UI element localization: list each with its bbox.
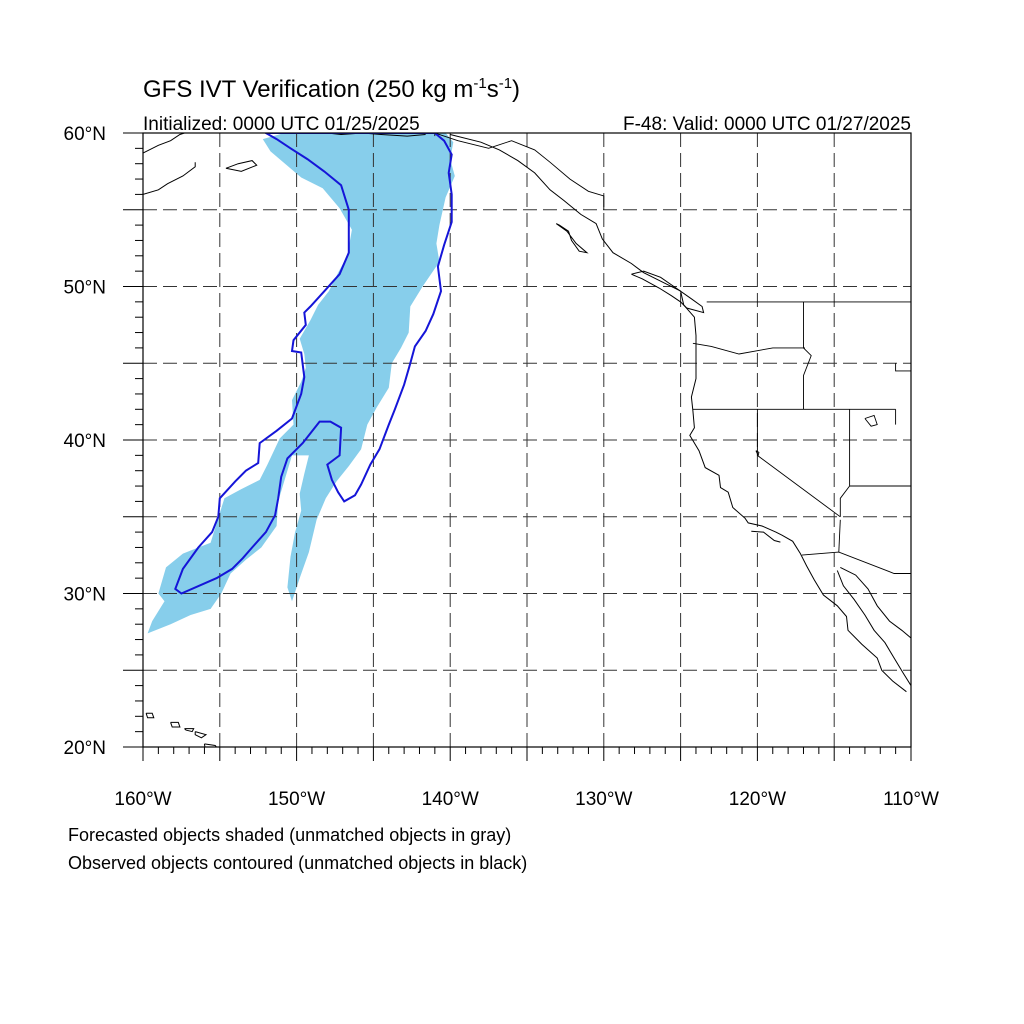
coastline [836, 570, 911, 686]
forecast-object-shaded [147, 133, 455, 634]
coastline [143, 162, 196, 195]
political-border [756, 409, 841, 518]
coastline [143, 133, 185, 154]
observed-object-contour [174, 133, 453, 595]
political-border [803, 301, 812, 410]
political-border [895, 363, 911, 372]
lon-label: 150°W [268, 789, 325, 810]
coastline [450, 134, 907, 693]
title-close: ) [512, 76, 520, 103]
lat-label: 60°N [64, 124, 106, 145]
lake-outline [755, 450, 760, 457]
island-outline [751, 530, 781, 543]
lon-axis-labels: 160°W 150°W 140°W 130°W 120°W 110°W [114, 789, 939, 810]
political-border [839, 409, 851, 517]
title-s: s [487, 76, 499, 103]
lat-axis-labels: 60°N 50°N 40°N 30°N 20°N [64, 124, 106, 759]
island-outline [194, 731, 208, 739]
forecast-note: Forecasted objects shaded (unmatched obj… [68, 825, 512, 845]
lat-label: 40°N [64, 431, 106, 452]
political-border [801, 551, 911, 574]
chart-title: GFS IVT Verification (250 kg m-1s-1) [143, 75, 520, 103]
plot-area [143, 133, 911, 747]
title-exp1: -1 [473, 75, 486, 92]
title-exp2: -1 [499, 75, 512, 92]
island-outline [170, 721, 181, 728]
political-border [434, 133, 605, 210]
island-outline [184, 728, 195, 733]
lon-label: 120°W [729, 789, 786, 810]
island-outline [145, 712, 155, 719]
political-border [692, 342, 805, 355]
axis-ticks [123, 132, 912, 761]
lat-label: 50°N [64, 278, 106, 299]
lon-label: 130°W [575, 789, 632, 810]
lon-label: 110°W [883, 789, 939, 810]
graticule [143, 133, 911, 747]
observed-note: Observed objects contoured (unmatched ob… [68, 853, 528, 873]
title-main: GFS IVT Verification (250 kg m [143, 76, 473, 103]
lon-label: 160°W [114, 789, 171, 810]
island-outline [225, 160, 258, 172]
lat-label: 20°N [64, 738, 106, 759]
coastline [840, 566, 911, 639]
geography [143, 133, 911, 747]
political-border [838, 519, 841, 553]
island-outline [631, 270, 705, 314]
lake-outline [864, 414, 878, 427]
subtitle-initialized: Initialized: 0000 UTC 01/25/2025 [143, 114, 420, 135]
lat-label: 30°N [64, 585, 106, 606]
island-outline [203, 743, 218, 747]
subtitle-valid: F-48: Valid: 0000 UTC 01/27/2025 [623, 114, 911, 135]
island-outline [555, 223, 589, 254]
lon-label: 140°W [422, 789, 479, 810]
